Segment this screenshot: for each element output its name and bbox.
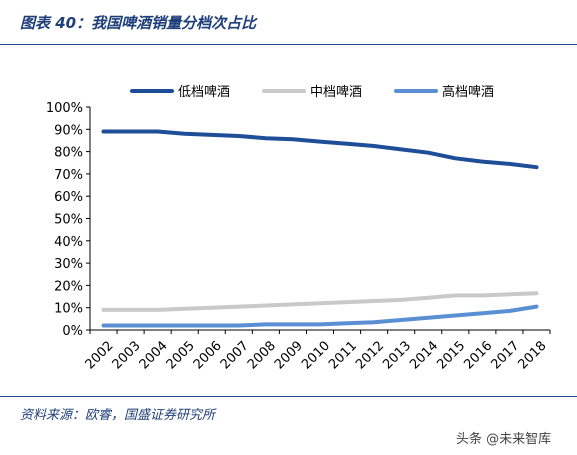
x-tick-label: 2014 — [407, 338, 441, 372]
x-tick-label: 2009 — [272, 338, 306, 372]
x-tick-label: 2005 — [164, 338, 198, 372]
top-rule — [0, 44, 577, 45]
x-tick-label: 2017 — [488, 338, 522, 372]
figure-title: 图表 40：我国啤酒销量分档次占比 — [20, 14, 257, 32]
watermark: 头条 @未来智库 — [456, 432, 552, 447]
x-axis-ticks: 2002200320042005200620072008200920102011… — [83, 330, 551, 372]
y-tick-label: 100% — [46, 101, 83, 116]
x-tick-label: 2003 — [110, 338, 144, 372]
x-tick-label: 2007 — [218, 338, 252, 372]
series-line-1 — [101, 291, 539, 312]
x-tick-label: 2018 — [516, 338, 550, 372]
legend-label-2: 高档啤酒 — [442, 84, 494, 100]
x-tick-label: 2016 — [461, 338, 495, 372]
y-tick-label: 60% — [54, 190, 83, 205]
bottom-rule — [0, 396, 577, 397]
series-lines — [101, 129, 539, 328]
x-tick-label: 2006 — [191, 338, 225, 372]
x-tick-label: 2008 — [245, 338, 279, 372]
y-axis-ticks: 0% 10% 20% 30% 40% 50% 60% 70% 80% 90% 100% — [46, 101, 90, 339]
y-tick-label: 20% — [54, 279, 83, 294]
series-line-2 — [101, 304, 539, 328]
source-note: 资料来源：欧睿，国盛证券研究所 — [20, 408, 216, 423]
legend: 低档啤酒 中档啤酒 高档啤酒 — [130, 84, 494, 100]
y-tick-label: 40% — [54, 235, 83, 250]
legend-label-0: 低档啤酒 — [178, 85, 230, 100]
x-tick-label: 2012 — [353, 338, 387, 372]
x-tick-label: 2002 — [83, 338, 117, 372]
y-tick-label: 80% — [54, 146, 83, 161]
line-chart: 0%10%20%30%40%50%60%70%80%90%100% 200220… — [46, 84, 551, 372]
y-tick-label: 90% — [54, 123, 83, 138]
x-tick-label: 2011 — [326, 338, 360, 372]
x-tick-label: 2015 — [434, 338, 468, 372]
y-tick-label: 50% — [54, 213, 83, 228]
x-tick-label: 2013 — [380, 338, 414, 372]
y-tick-label: 0% — [62, 324, 83, 339]
series-line-0 — [101, 129, 539, 170]
x-tick-label: 2010 — [299, 338, 333, 372]
x-tick-label: 2004 — [137, 338, 171, 372]
legend-label-1: 中档啤酒 — [310, 85, 362, 100]
y-tick-label: 10% — [54, 302, 83, 317]
y-tick-label: 30% — [54, 257, 83, 272]
y-tick-label: 70% — [54, 168, 83, 183]
